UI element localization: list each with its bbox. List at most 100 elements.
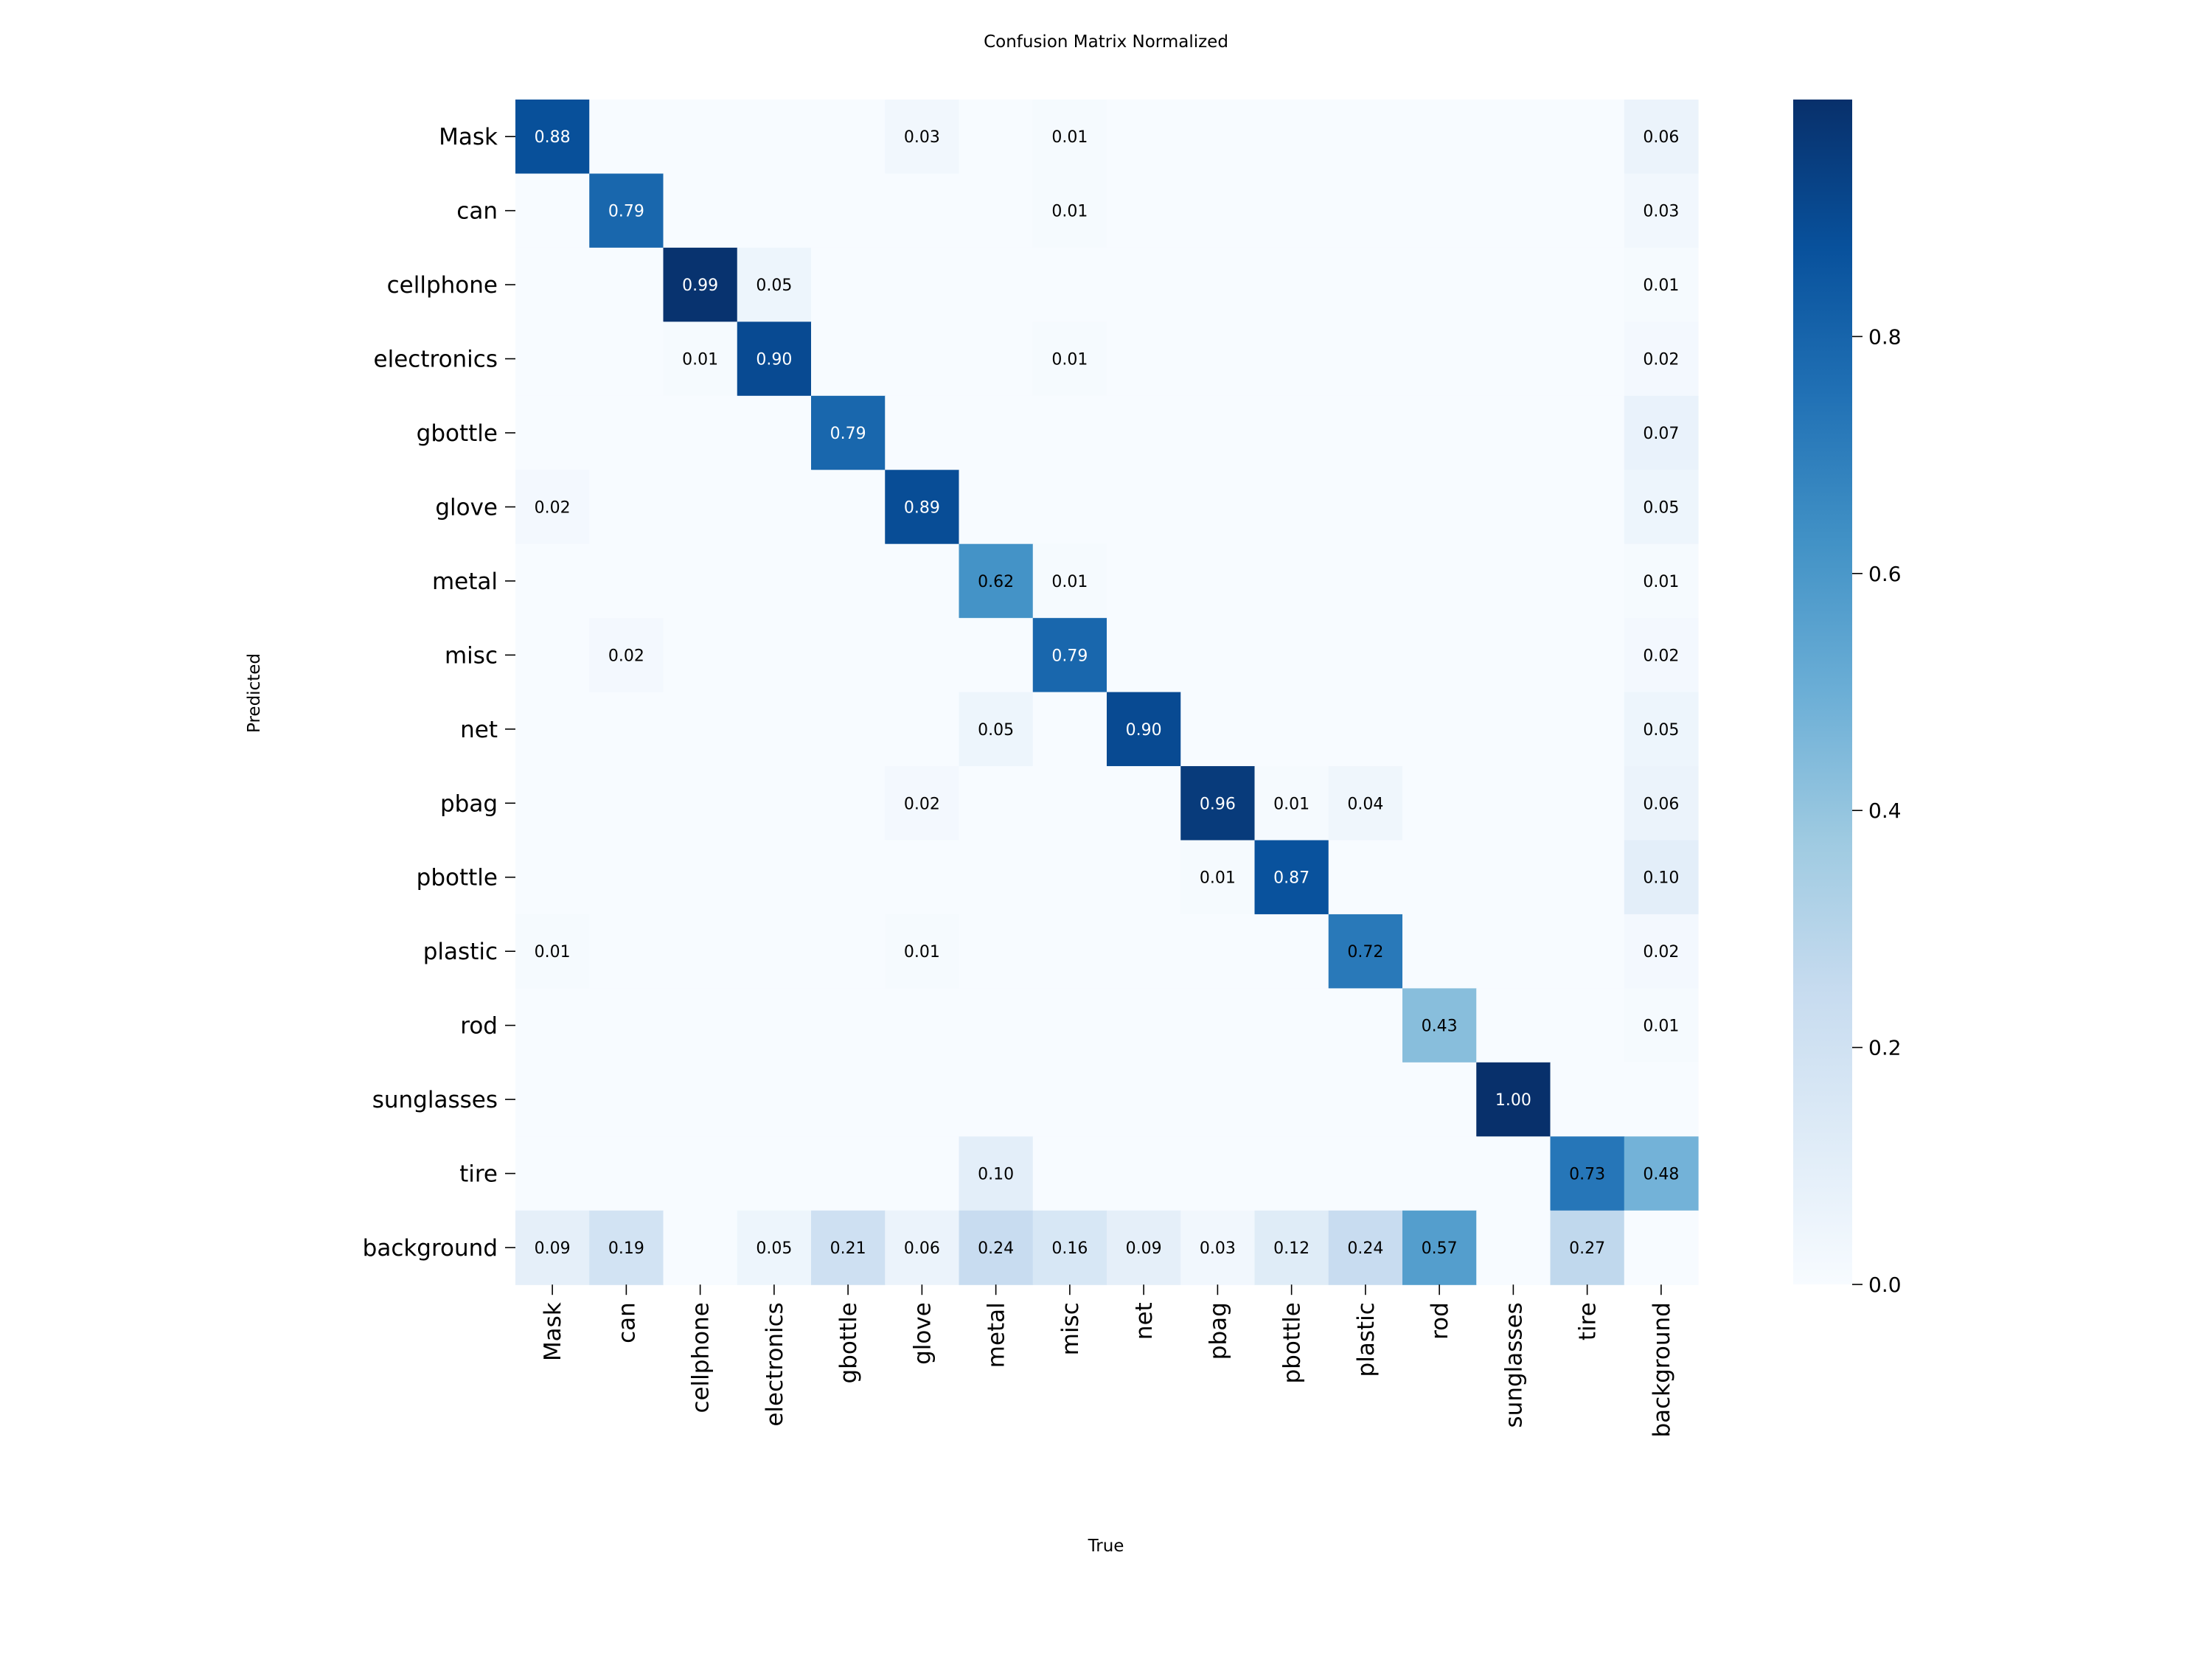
heatmap-cell	[1254, 1062, 1329, 1137]
heatmap-cell	[885, 321, 960, 397]
heatmap-cell	[811, 1136, 886, 1211]
heatmap-cell	[1402, 988, 1477, 1063]
heatmap-cell	[1402, 173, 1477, 248]
cell-value-label: 0.19	[608, 1239, 644, 1258]
y-tick-label: gbottle	[417, 420, 498, 447]
heatmap-cell	[589, 247, 664, 322]
heatmap-cell	[737, 618, 812, 693]
cell-value-label: 0.12	[1273, 1239, 1310, 1258]
heatmap-cell	[1476, 766, 1551, 841]
x-tick-label: can	[613, 1302, 640, 1343]
heatmap-cell	[663, 1136, 738, 1211]
heatmap-cell	[1107, 173, 1181, 248]
heatmap-cell	[1624, 988, 1699, 1063]
heatmap-cell	[1180, 100, 1256, 175]
heatmap-cell	[959, 100, 1034, 175]
heatmap-cell	[1032, 470, 1107, 545]
cell-value-label: 0.24	[978, 1239, 1014, 1258]
heatmap-cell	[1254, 100, 1329, 175]
heatmap-cell	[1328, 766, 1403, 841]
x-tick-label: misc	[1057, 1302, 1084, 1355]
heatmap-cell	[1328, 247, 1403, 322]
heatmap-cell	[1032, 1136, 1107, 1211]
heatmap-cell	[885, 1062, 960, 1137]
x-tick-label: pbag	[1205, 1302, 1231, 1360]
heatmap-cell	[1624, 543, 1699, 619]
heatmap-cell	[885, 100, 960, 175]
heatmap-cell	[1254, 1210, 1329, 1285]
heatmap-cell	[515, 766, 590, 841]
heatmap-cell	[1107, 395, 1181, 470]
heatmap-cell	[663, 840, 738, 915]
heatmap-cell	[515, 618, 590, 693]
cell-value-label: 0.01	[682, 351, 718, 369]
heatmap-cell	[1550, 618, 1625, 693]
heatmap-cell	[1550, 988, 1625, 1063]
heatmap-cell	[589, 395, 664, 470]
heatmap-cell	[1180, 321, 1256, 397]
heatmap-cell	[885, 247, 960, 322]
cell-value-label: 0.03	[1643, 203, 1679, 221]
heatmap-cell	[1107, 1062, 1181, 1137]
heatmap-cell	[1550, 173, 1625, 248]
heatmap-cell	[663, 1210, 738, 1285]
y-tick-label: plastic	[423, 939, 498, 965]
heatmap-cell	[1032, 100, 1107, 175]
heatmap-cell	[1180, 470, 1256, 545]
heatmap-cell	[589, 543, 664, 619]
heatmap-cell	[737, 173, 812, 248]
heatmap-cell	[1328, 988, 1403, 1063]
heatmap-cell	[515, 988, 590, 1063]
chart-title: Confusion Matrix Normalized	[984, 32, 1228, 52]
heatmap-cell	[885, 543, 960, 619]
heatmap-cell	[811, 543, 886, 619]
heatmap-cell	[515, 395, 590, 470]
heatmap-cell	[1180, 840, 1256, 915]
heatmap-cell	[1402, 840, 1477, 915]
heatmap-cell	[737, 692, 812, 767]
heatmap-cell	[663, 914, 738, 989]
heatmap-cell	[1032, 173, 1107, 248]
y-tick-labels: Mask can cellphone electronics gbottle glove m…	[363, 124, 515, 1262]
heatmap-cell	[515, 914, 590, 989]
heatmap-cell	[1624, 321, 1699, 397]
heatmap-cell	[811, 247, 886, 322]
heatmap-cell	[663, 173, 738, 248]
x-tick-label: glove	[909, 1302, 936, 1365]
heatmap-cell	[1550, 100, 1625, 175]
heatmap-cell	[1624, 1136, 1699, 1211]
cell-value-label: 0.01	[1051, 203, 1088, 221]
cell-value-label: 0.24	[1347, 1239, 1383, 1258]
y-tick-label: cellphone	[387, 272, 498, 299]
heatmap-cell	[1254, 173, 1329, 248]
heatmap-cell	[1107, 543, 1181, 619]
cell-value-label: 0.87	[1273, 869, 1310, 888]
y-tick-label: metal	[432, 568, 498, 595]
heatmap-cell	[959, 692, 1034, 767]
cell-value-label: 0.90	[1126, 721, 1162, 740]
cell-value-label: 0.09	[1126, 1239, 1162, 1258]
heatmap-cell	[811, 766, 886, 841]
heatmap-cell	[959, 543, 1034, 619]
heatmap-cell	[589, 1062, 664, 1137]
heatmap-cell	[515, 543, 590, 619]
heatmap-cell	[1476, 543, 1551, 619]
heatmap-cell	[1402, 692, 1477, 767]
cell-value-label: 0.43	[1422, 1018, 1458, 1036]
heatmap-cell	[1254, 321, 1329, 397]
heatmap-cell	[1550, 321, 1625, 397]
x-tick-label: electronics	[762, 1302, 788, 1426]
colorbar-tick-label: 0.8	[1868, 324, 1902, 349]
heatmap-cell	[811, 1210, 886, 1285]
heatmap-cell	[737, 470, 812, 545]
colorbar-tick-label: 0.4	[1868, 799, 1902, 823]
heatmap-cell	[1624, 395, 1699, 470]
heatmap-cell	[1032, 618, 1107, 693]
heatmap-cell	[885, 840, 960, 915]
heatmap-cell	[515, 840, 590, 915]
heatmap-cell	[1550, 692, 1625, 767]
heatmap-cell	[1402, 618, 1477, 693]
heatmap-cell	[1476, 988, 1551, 1063]
cell-value-label: 0.79	[608, 203, 644, 221]
cell-value-label: 0.02	[608, 647, 644, 665]
